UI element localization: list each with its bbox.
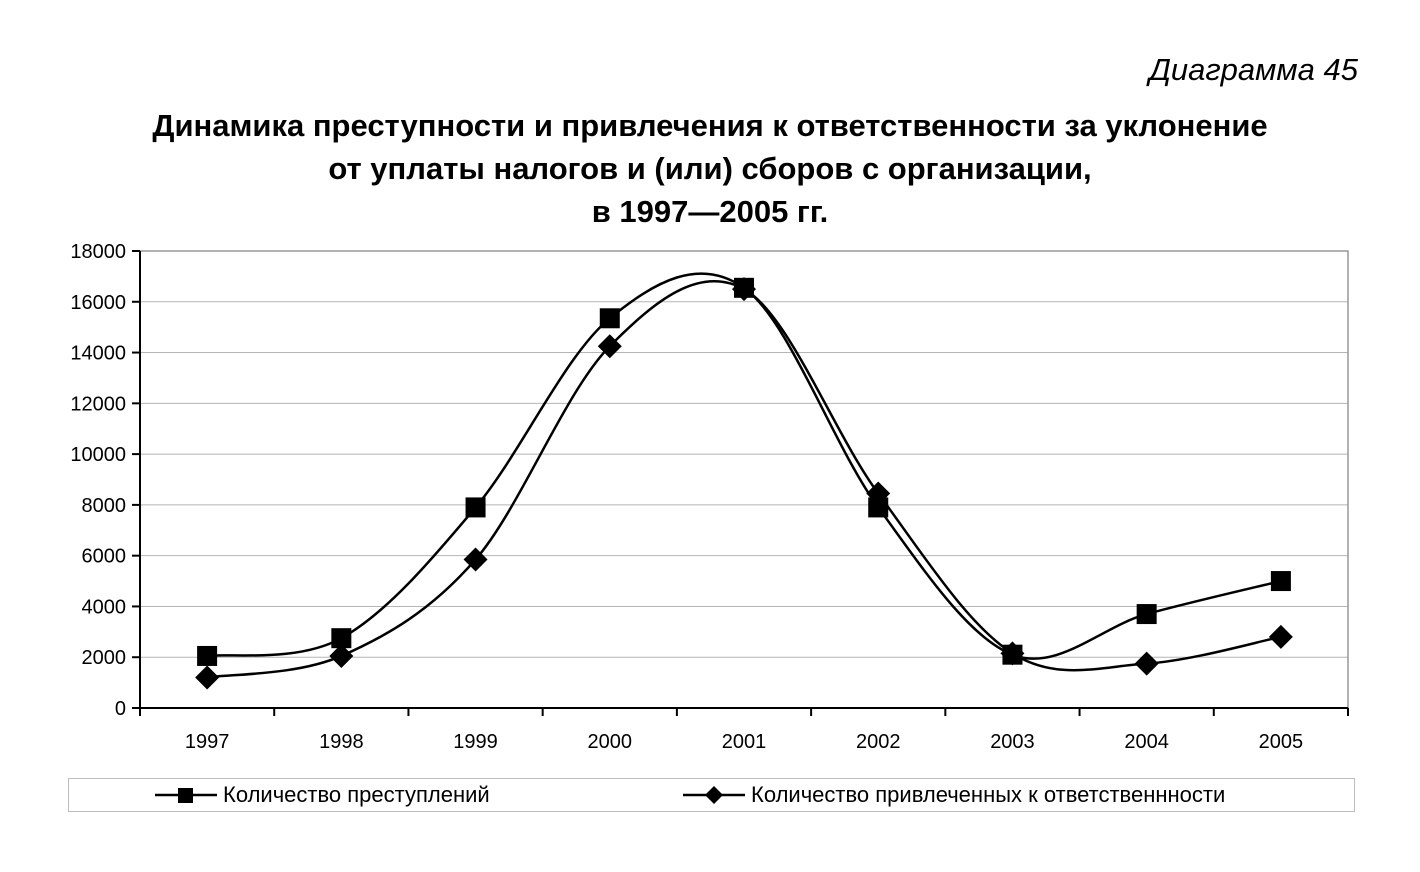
legend-label-crimes: Количество преступлений — [223, 782, 490, 807]
y-tick-label: 16000 — [70, 292, 126, 314]
x-tick-label: 2000 — [588, 731, 633, 753]
y-tick-label: 2000 — [82, 647, 127, 669]
diamond-marker — [597, 334, 622, 359]
chart-title-line-1: Динамика преступности и привлечения к от… — [152, 108, 1268, 143]
legend-item-prosecuted: Количество привлеченных к ответственннос… — [683, 779, 1225, 811]
x-tick-label: 2004 — [1124, 731, 1169, 753]
diamond-marker — [1268, 624, 1293, 649]
series-group — [195, 272, 1293, 690]
y-tick-label: 18000 — [70, 241, 126, 263]
square-marker — [197, 645, 218, 666]
gridlines — [140, 250, 1348, 658]
square-marker — [1270, 571, 1291, 592]
diamond-marker — [1000, 641, 1025, 666]
square-marker — [868, 497, 889, 518]
diamond-marker-icon — [683, 786, 745, 804]
x-tick-label: 1997 — [185, 731, 230, 753]
y-tick-label: 0 — [115, 698, 126, 720]
diamond-marker — [195, 665, 220, 690]
x-tick-label: 2005 — [1259, 731, 1304, 753]
x-tick-label: 2001 — [722, 731, 767, 753]
diamond-marker — [866, 481, 891, 506]
diagram-number: Диаграмма 45 — [1149, 52, 1358, 87]
chart-title-line-2: от уплаты налогов и (или) сборов с орган… — [328, 151, 1092, 186]
y-tick-label: 10000 — [70, 444, 126, 466]
diamond-marker — [329, 643, 354, 668]
legend-item-crimes: Количество преступлений — [155, 779, 490, 811]
y-tick-label: 12000 — [70, 393, 126, 415]
axes: 0 2000 4000 6000 8000 10000 12000 14000 16000 180… — [70, 241, 1349, 753]
square-marker — [465, 497, 486, 518]
diamond-marker — [732, 277, 756, 302]
diamond-marker — [1134, 651, 1159, 676]
x-tick-label: 2003 — [990, 731, 1035, 753]
square-marker — [331, 628, 352, 649]
y-tick-label: 6000 — [82, 546, 127, 568]
square-marker — [599, 308, 620, 329]
legend: Количество преступлений Количество привл… — [68, 778, 1355, 812]
square-marker-icon — [155, 788, 217, 803]
y-tick-label: 4000 — [82, 596, 127, 618]
x-tick-label: 2002 — [856, 731, 901, 753]
series-line-1 — [206, 272, 1282, 660]
chart-title: Динамика преступности и привлечения к от… — [0, 104, 1420, 233]
legend-label-prosecuted: Количество привлеченных к ответственннос… — [751, 782, 1226, 807]
chart-title-line-3: в 1997—2005 гг. — [591, 194, 829, 229]
y-tick-label: 8000 — [82, 495, 127, 517]
square-marker — [1136, 604, 1157, 625]
x-tick-label: 1998 — [319, 731, 364, 753]
series-line-2 — [206, 279, 1282, 679]
y-tick-label: 14000 — [70, 343, 126, 365]
x-tick-label: 1999 — [453, 731, 498, 753]
diamond-marker — [463, 547, 488, 572]
plot-area — [139, 250, 1349, 709]
